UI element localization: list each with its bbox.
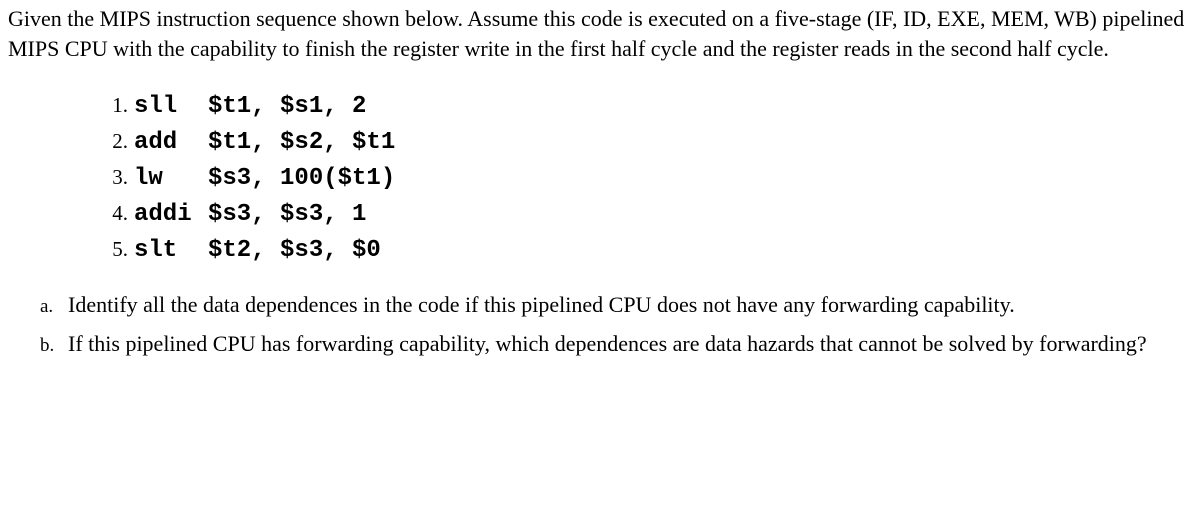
mnemonic: slt: [134, 233, 208, 269]
code-line-2: 2. add $t1, $s2, $t1: [98, 125, 1192, 161]
question-a: a. Identify all the data dependences in …: [40, 291, 1192, 320]
line-number: 4.: [98, 198, 128, 230]
mnemonic: add: [134, 125, 208, 161]
operands: $t1, $s1, 2: [208, 89, 366, 125]
line-number: 2.: [98, 126, 128, 158]
code-line-5: 5. slt $t2, $s3, $0: [98, 233, 1192, 269]
code-line-3: 3. lw $s3, 100($t1): [98, 161, 1192, 197]
operands: $t2, $s3, $0: [208, 233, 381, 269]
questions-list: a. Identify all the data dependences in …: [40, 291, 1192, 358]
question-letter: a.: [40, 294, 64, 320]
line-number: 1.: [98, 90, 128, 122]
mnemonic: lw: [134, 161, 208, 197]
question-text: If this pipelined CPU has forwarding cap…: [68, 330, 1192, 359]
question-letter: b.: [40, 333, 64, 359]
question-text: Identify all the data dependences in the…: [68, 291, 1192, 320]
operands: $s3, $s3, 1: [208, 197, 366, 233]
code-line-4: 4. addi $s3, $s3, 1: [98, 197, 1192, 233]
question-b: b. If this pipelined CPU has forwarding …: [40, 330, 1192, 359]
operands: $t1, $s2, $t1: [208, 125, 395, 161]
operands: $s3, 100($t1): [208, 161, 395, 197]
code-line-1: 1. sll $t1, $s1, 2: [98, 89, 1192, 125]
intro-paragraph: Given the MIPS instruction sequence show…: [8, 4, 1192, 63]
line-number: 3.: [98, 162, 128, 194]
mnemonic: sll: [134, 89, 208, 125]
code-block: 1. sll $t1, $s1, 2 2. add $t1, $s2, $t1 …: [98, 89, 1192, 269]
mnemonic: addi: [134, 197, 208, 233]
line-number: 5.: [98, 234, 128, 266]
